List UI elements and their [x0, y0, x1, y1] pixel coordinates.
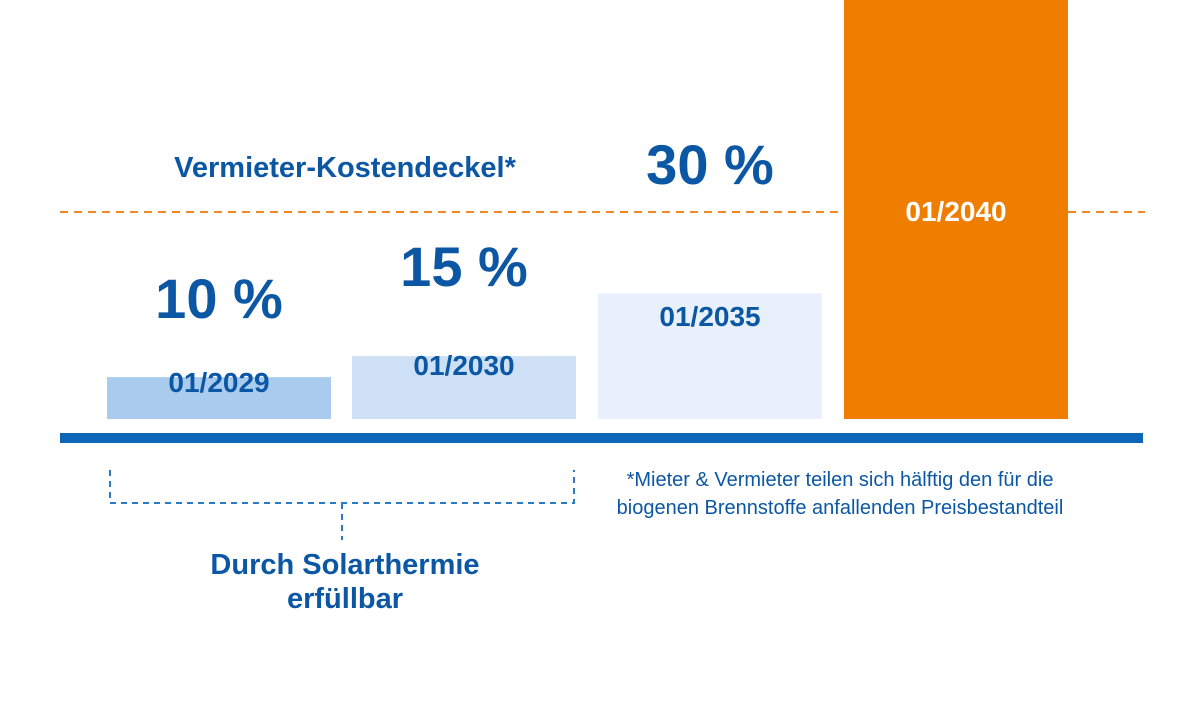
bar-01-2030: [352, 356, 576, 419]
category-label: 01/2035: [659, 301, 760, 332]
value-label: 10 %: [155, 267, 283, 330]
bar-01-2029: [107, 377, 331, 419]
category-label: 01/2040: [905, 196, 1006, 227]
category-label: 01/2029: [168, 367, 269, 398]
solar-bracket: [109, 470, 575, 504]
category-label: 01/2030: [413, 350, 514, 381]
bar-01-2040: [844, 0, 1068, 419]
bar-01-2035: [598, 293, 822, 419]
value-label: 30 %: [646, 133, 774, 196]
footnote: *Mieter & Vermieter teilen sich hälftig …: [616, 469, 1064, 519]
cost-cap-label: Vermieter-Kostendeckel*: [174, 152, 516, 184]
value-label: 15 %: [400, 235, 528, 298]
solar-thermal-note: Durch Solarthermie erfüllbar: [210, 549, 480, 615]
baseline: [60, 433, 1143, 443]
